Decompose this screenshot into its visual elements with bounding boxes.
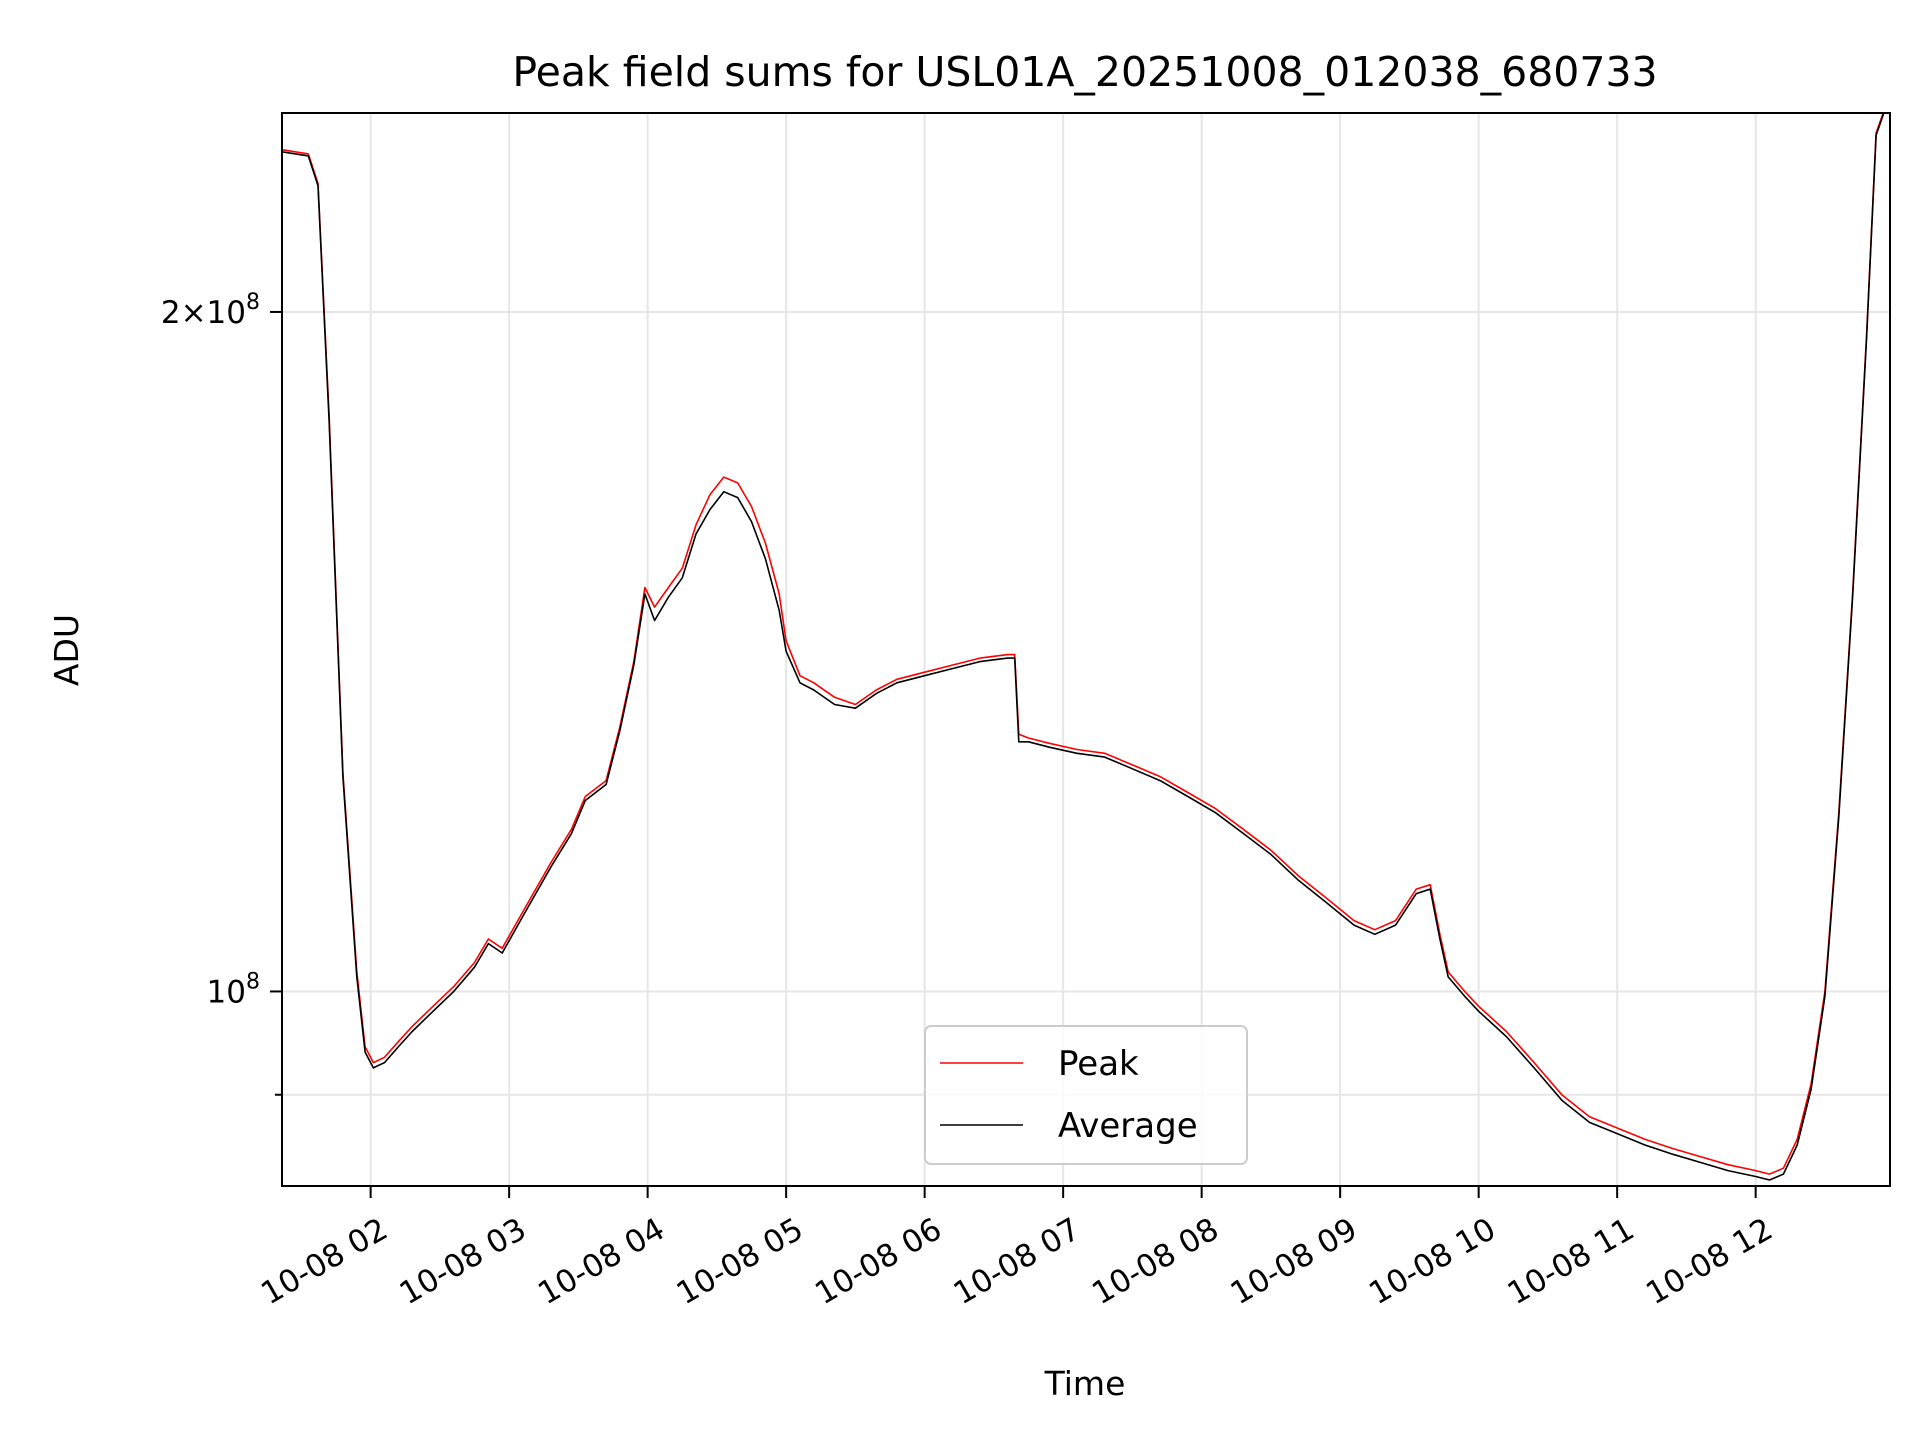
plot-area-frame (281, 112, 1891, 1187)
legend-average-label: Average (1058, 1106, 1198, 1146)
legend-peak-label: Peak (1058, 1044, 1139, 1084)
x-axis-label: Time (1044, 1364, 1126, 1403)
chart-title: Peak field sums for USL01A_20251008_0120… (512, 48, 1657, 96)
y-tick-label: 2×108 (161, 290, 260, 331)
y-tick-base: 10 (207, 974, 246, 1010)
y-tick-exponent: 8 (246, 969, 260, 994)
legend: Peak Average (924, 1025, 1248, 1165)
legend-box (924, 1025, 1248, 1165)
average-series-line (282, 113, 1885, 1181)
peak-series-line (282, 113, 1884, 1175)
y-tick-label: 108 (207, 969, 260, 1010)
y-tick-base: 10 (207, 295, 246, 331)
y-tick-exponent: 8 (246, 290, 260, 315)
y-tick-coefficient: 2× (161, 295, 207, 331)
y-axis-label: ADU (47, 614, 86, 686)
